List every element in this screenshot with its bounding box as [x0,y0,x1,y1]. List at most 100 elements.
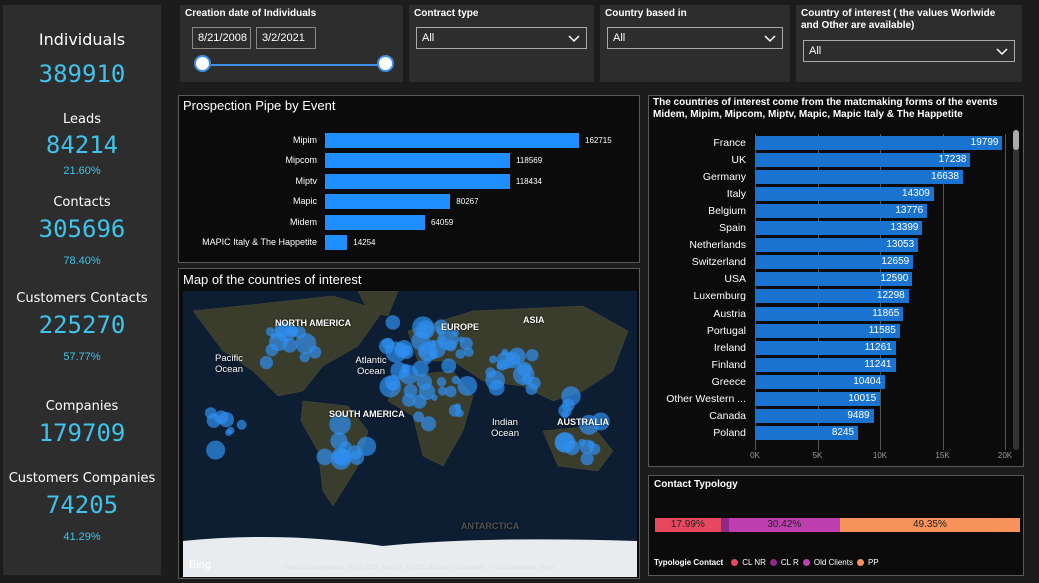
dropdown-slicer[interactable]: Country of interest ( the values Worlwid… [796,5,1022,82]
chart-title: Prospection Pipe by Event [183,98,335,113]
dropdown[interactable]: All [416,27,587,49]
slicer-label: Creation date of Individuals [185,8,316,20]
map-bubble[interactable] [441,358,456,373]
slicer-label: Country of interest ( the values Worlwid… [801,8,1013,32]
map-bubble[interactable] [266,344,279,357]
map-bubble[interactable] [449,404,461,416]
kpi-share: 21.60% [3,165,161,177]
data-label: 12298 [755,289,905,303]
legend-swatch [770,559,777,566]
map-bubble[interactable] [437,377,447,387]
map-attribution: Earthstar Geographics SIO, © 2021 TomTom… [284,565,555,571]
data-label: 12659 [755,255,909,269]
dropdown-slicer[interactable]: Country based in All [600,5,790,82]
date-slicer[interactable]: Creation date of Individuals 8/21/2008 3… [180,5,403,82]
map-bubble[interactable] [396,340,413,357]
legend-swatch [857,559,864,566]
map-bubble[interactable] [412,395,426,409]
x-tick-label: 20K [990,451,1020,460]
category-label: Netherlands [689,238,746,252]
map-bubble[interactable] [419,347,429,357]
map-bubble[interactable] [316,449,333,466]
slider-handle[interactable] [194,55,211,72]
map-bubble[interactable] [497,360,508,371]
slicer-label: Country based in [605,8,781,20]
map-bubble[interactable] [227,427,234,434]
legend-title: Typologie Contact [654,558,723,567]
map-bubble[interactable] [445,386,457,398]
map-bubble[interactable] [561,386,580,405]
map-bubble[interactable] [404,384,418,398]
map-bubble[interactable] [458,336,464,342]
map-bubble[interactable] [300,352,310,362]
map-bubble[interactable] [386,315,401,330]
map-bubble[interactable] [489,355,497,363]
kpi-value: 179709 [3,419,161,447]
map-bubble[interactable] [455,349,465,359]
kpi-value: 84214 [3,131,161,159]
map-bubble[interactable] [388,381,398,391]
data-label: 49.35% [840,518,1020,532]
map-bubble[interactable] [309,346,322,359]
map-label: ANTARCTICA [461,521,519,532]
legend-label[interactable]: CL NR [742,558,766,567]
map-bubble[interactable] [282,338,297,353]
map-bubble[interactable] [348,445,362,459]
bar-segment [721,518,729,532]
map-bubble[interactable] [237,420,247,430]
x-tick-label: 0K [740,451,770,460]
map-bubble[interactable] [260,356,273,369]
map-bubble[interactable] [452,376,460,384]
legend-label[interactable]: Old Clients [814,558,853,567]
scroll-thumb[interactable] [1013,130,1019,150]
kpi-value: 74205 [3,491,161,519]
map-bubble[interactable] [219,412,234,427]
legend-label[interactable]: CL R [781,558,799,567]
slider-handle[interactable] [377,55,394,72]
data-label: 11585 [755,324,896,338]
map-bubble[interactable] [581,452,594,465]
map-bubble[interactable] [485,367,495,377]
end-date[interactable]: 3/2/2021 [256,27,316,49]
map-bubble[interactable] [379,338,394,353]
data-label: 80267 [456,194,478,209]
map-bubble[interactable] [508,348,525,365]
category-label: Mapic [293,194,317,209]
dropdown[interactable]: All [607,27,783,49]
grid-line [1005,134,1006,450]
bar [325,194,450,209]
map-bubble[interactable] [489,380,505,396]
category-label: Canada [709,409,746,423]
legend: Typologie Contact CL NR CL R Old Clients PP [654,556,879,568]
map-bubble[interactable] [555,432,576,453]
dropdown[interactable]: All [803,40,1015,62]
category-label: USA [724,272,746,286]
category-label: Greece [712,375,746,389]
data-label: 11865 [755,307,899,321]
map-panel: Map of the countries of interest NORTH A… [178,268,640,579]
category-label: Mipim [293,133,317,148]
kpi-value: 305696 [3,215,161,243]
data-label: 11241 [755,358,892,372]
dropdown-slicer[interactable]: Contract typeAll [409,5,594,82]
legend-label[interactable]: PP [868,558,879,567]
map-bubble[interactable] [526,349,538,361]
map-label: Pacific Ocean [209,353,249,375]
map-bubble[interactable] [522,374,532,384]
map[interactable] [183,291,637,577]
map-bubble[interactable] [578,439,585,446]
map-bubble[interactable] [206,441,225,460]
map-bubble[interactable] [266,327,275,336]
map-bubble[interactable] [457,376,477,396]
map-title: Map of the countries of interest [183,272,361,287]
start-date[interactable]: 8/21/2008 [192,27,251,49]
category-label: Poland [713,426,746,440]
x-tick-label: 5K [803,451,833,460]
kpi-label: Contacts [3,195,161,210]
map-bubble[interactable] [332,448,350,466]
map-bubble[interactable] [421,416,436,431]
map-bubble[interactable] [416,320,435,339]
map-bubble[interactable] [390,362,407,379]
map-bubble[interactable] [587,441,594,448]
